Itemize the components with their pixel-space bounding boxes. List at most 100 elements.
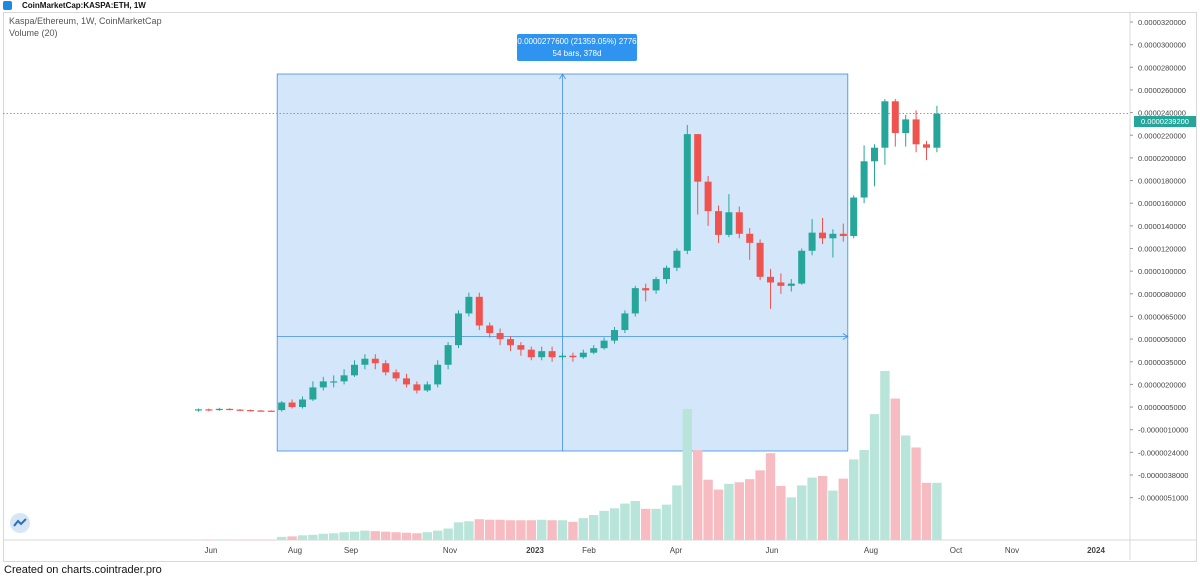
y-axis-tick-label: 0.0000065000 xyxy=(1138,312,1186,321)
x-axis-tick-label: Aug xyxy=(288,546,302,555)
candle-body xyxy=(902,119,910,133)
candle-body xyxy=(735,212,743,234)
volume-bar xyxy=(495,519,505,540)
volume-bar xyxy=(932,482,942,540)
candle-body xyxy=(257,410,265,412)
x-axis-tick-label: Nov xyxy=(1005,546,1019,555)
volume-bar xyxy=(443,528,453,540)
candle-body xyxy=(215,408,223,411)
volume-bar xyxy=(817,476,828,540)
y-axis-tick-label: -0.0000010000 xyxy=(1138,426,1188,435)
candle-body xyxy=(486,325,494,334)
y-axis-tick-label: 0.0000160000 xyxy=(1138,199,1186,208)
candle-body xyxy=(319,381,327,388)
candle-body xyxy=(236,409,244,411)
candle-body xyxy=(413,384,421,391)
candle-body xyxy=(309,387,317,400)
y-axis-tick-label: 0.0000140000 xyxy=(1138,222,1186,231)
candle-body xyxy=(839,233,847,237)
volume-bar xyxy=(318,533,328,540)
app-logo-icon xyxy=(3,1,12,10)
volume-bar xyxy=(505,520,516,540)
volume-bar xyxy=(703,479,713,540)
y-axis-tick-label: 0.0000280000 xyxy=(1138,63,1186,72)
volume-bar xyxy=(391,532,401,540)
volume-bar xyxy=(339,532,349,540)
candle-body xyxy=(798,250,806,284)
candle-body xyxy=(579,352,587,358)
x-axis-tick-label: Sep xyxy=(344,546,359,555)
volume-bar xyxy=(235,539,245,541)
y-axis-tick-label: 0.0000320000 xyxy=(1138,18,1186,27)
candle-body xyxy=(746,233,754,243)
volume-bar xyxy=(297,535,308,540)
volume-bar xyxy=(568,521,578,540)
y-axis-tick-label: 0.0000035000 xyxy=(1138,358,1186,367)
candle-body xyxy=(475,296,483,326)
candle-body xyxy=(829,233,837,239)
x-axis-tick-label: Jun xyxy=(205,546,218,555)
candle-body xyxy=(455,313,462,346)
x-axis-tick-label: Feb xyxy=(582,546,596,555)
candle-body xyxy=(860,161,868,198)
measure-arrow-right-icon xyxy=(842,333,849,340)
volume-legend: Volume (20) xyxy=(9,28,58,38)
candle-body xyxy=(527,349,535,358)
candle-body xyxy=(382,363,390,373)
volume-bar xyxy=(287,536,297,540)
volume-bar xyxy=(266,539,276,541)
volume-bar xyxy=(765,453,776,540)
candle-body xyxy=(850,197,858,237)
volume-bar xyxy=(464,521,474,540)
volume-bar xyxy=(256,539,266,541)
candle-body xyxy=(694,134,702,182)
candle-body xyxy=(663,267,670,280)
y-axis-tick-label: 0.0000120000 xyxy=(1138,245,1186,254)
candle-body xyxy=(434,364,442,385)
volume-bar xyxy=(859,450,869,540)
candle-body xyxy=(673,250,681,268)
candle-body xyxy=(569,355,577,358)
y-axis-tick-label: 0.0000220000 xyxy=(1138,131,1186,140)
candle-body xyxy=(278,402,286,411)
candle-body xyxy=(548,351,556,358)
candle-body xyxy=(871,147,878,162)
candle-body xyxy=(715,211,722,235)
candle-body xyxy=(288,402,296,408)
volume-bar xyxy=(308,534,318,540)
tradingview-logo-icon[interactable] xyxy=(10,513,30,533)
y-axis-tick-label: 0.0000005000 xyxy=(1138,403,1186,412)
candle-body xyxy=(299,399,306,408)
volume-bar xyxy=(245,539,256,541)
candle-body xyxy=(725,212,733,235)
volume-bar xyxy=(641,508,651,540)
chart-frame[interactable] xyxy=(3,12,1197,562)
candle-body xyxy=(340,375,348,382)
volume-bar xyxy=(620,503,630,540)
y-axis-tick-label: 0.0000200000 xyxy=(1138,154,1186,163)
volume-bar xyxy=(776,485,786,540)
volume-bar xyxy=(204,539,214,541)
candle-body xyxy=(891,101,899,133)
volume-bar xyxy=(713,489,724,540)
footer-credit: Created on charts.cointrader.pro xyxy=(4,564,162,576)
volume-bar xyxy=(682,408,692,540)
candle-body xyxy=(600,340,608,349)
volume-bar xyxy=(485,519,495,540)
volume-bar xyxy=(599,510,609,540)
candle-body xyxy=(767,276,774,283)
y-axis-tick-label: 0.0000050000 xyxy=(1138,335,1186,344)
volume-bar xyxy=(516,520,526,540)
candle-body xyxy=(507,339,514,346)
candle-body xyxy=(756,242,764,277)
volume-bar xyxy=(672,485,682,540)
candle-body xyxy=(444,345,452,365)
candle-body xyxy=(371,358,379,364)
candle-body xyxy=(912,119,920,145)
volume-bar xyxy=(745,479,755,540)
y-axis-tick-label: 0.0000080000 xyxy=(1138,290,1186,299)
x-axis-tick-label: Apr xyxy=(670,546,683,555)
x-axis-tick-label: 2023 xyxy=(526,546,544,555)
volume-bar xyxy=(786,497,796,540)
